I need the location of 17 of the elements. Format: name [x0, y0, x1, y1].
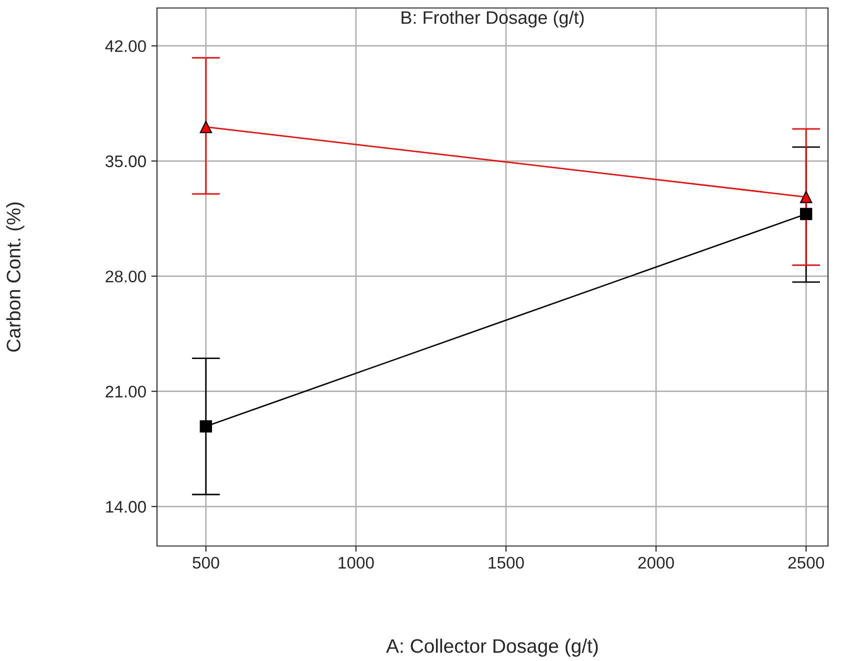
y-tick-label: 42.00 [105, 40, 146, 52]
x-tick-label: 1000 [338, 556, 374, 569]
x-tick-label: 1500 [488, 556, 524, 569]
x-axis-title: A: Collector Dosage (g/t) [386, 638, 598, 657]
point [200, 120, 212, 134]
point [200, 420, 212, 432]
x-tick-label: 2500 [788, 556, 824, 569]
x-tick-label: 500 [192, 556, 220, 569]
chart-title: B: Frother Dosage (g/t) [402, 10, 584, 28]
point [800, 190, 812, 204]
point [800, 208, 812, 220]
y-tick-label: 14.00 [106, 500, 146, 513]
y-tick-label: 35.00 [106, 155, 146, 168]
y-tick-label: 28.00 [106, 270, 146, 282]
y-axis-title: Carbon Cont. (%) [6, 202, 24, 352]
x-tick-label: 2000 [638, 556, 674, 569]
y-tick-label: 21.00 [106, 386, 146, 398]
